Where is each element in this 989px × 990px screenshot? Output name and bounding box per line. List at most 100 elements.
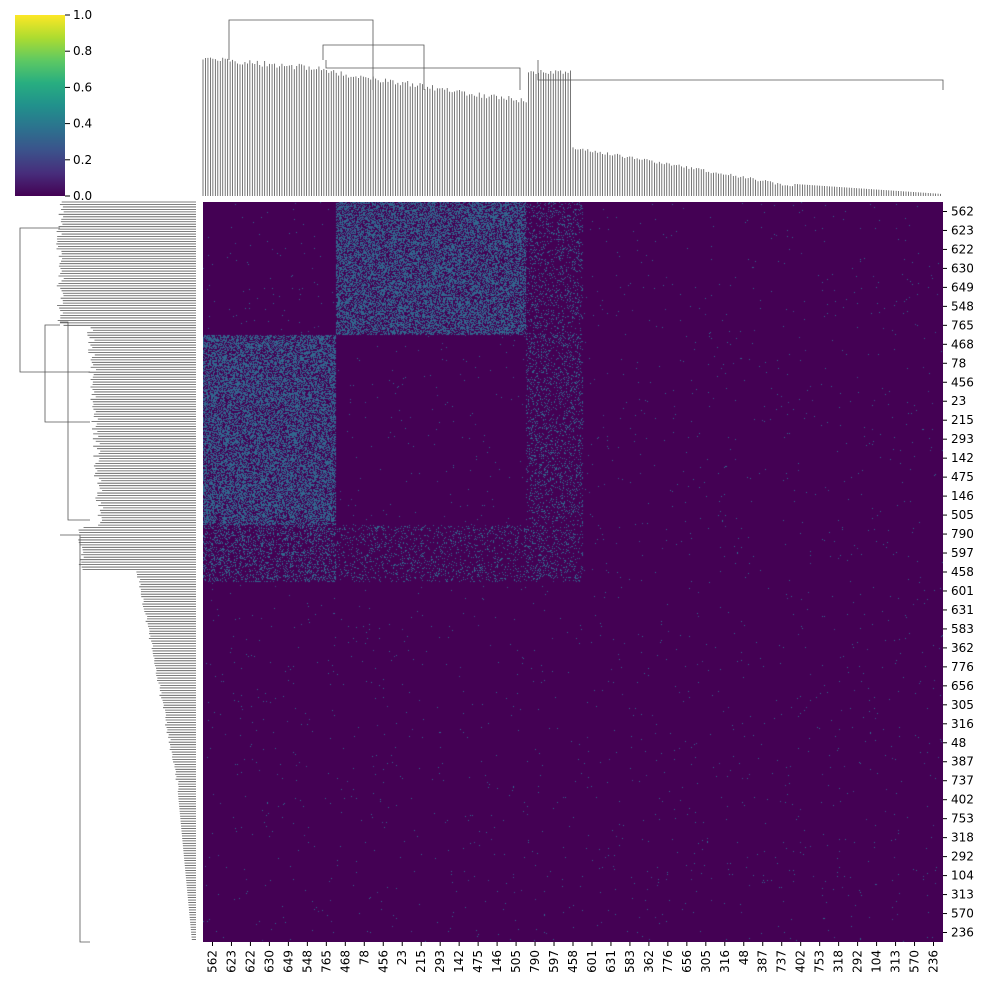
row-tick-label: 313 xyxy=(951,888,974,902)
row-tick-label: 362 xyxy=(951,641,974,655)
row-tick-label: 316 xyxy=(951,717,974,731)
row-tick-label: 753 xyxy=(951,812,974,826)
row-tick-label: 318 xyxy=(951,831,974,845)
col-tick-label: 649 xyxy=(281,950,295,973)
col-tick-label: 562 xyxy=(205,950,219,973)
heatmap-cells xyxy=(203,202,943,942)
row-tick-label: 548 xyxy=(951,299,974,313)
col-tick-label: 458 xyxy=(566,950,580,973)
dendrogram-merge-link xyxy=(322,44,425,90)
row-tick-label: 104 xyxy=(951,869,974,883)
row-tick-label: 622 xyxy=(951,242,974,256)
row-tick-label: 649 xyxy=(951,280,974,294)
col-tick-label: 215 xyxy=(414,950,428,973)
dendrogram-merge-link xyxy=(60,321,90,521)
col-tick-label: 236 xyxy=(927,950,941,973)
col-tick-label: 456 xyxy=(376,950,390,973)
col-tick-label: 475 xyxy=(471,950,485,973)
col-tick-label: 631 xyxy=(604,950,618,973)
row-tick-label: 456 xyxy=(951,375,974,389)
row-tick-label: 48 xyxy=(951,736,966,750)
col-tick-label: 313 xyxy=(889,950,903,973)
row-tick-label: 23 xyxy=(951,394,966,408)
col-tick-label: 548 xyxy=(300,950,314,973)
row-tick-label: 765 xyxy=(951,318,974,332)
col-tick-label: 656 xyxy=(680,950,694,973)
dendrogram-merge-link xyxy=(325,60,521,90)
column-tick-labels: 562 623 622 630 649 548 765 468 78 456 23 215 293 142… xyxy=(205,942,941,973)
colorbar: 0.0 0.2 0.4 0.6 0.8 1.0 xyxy=(15,8,92,203)
row-dendrogram xyxy=(19,201,196,943)
col-tick-label: 402 xyxy=(794,950,808,973)
colorbar-tick-label: 0.6 xyxy=(73,80,92,94)
col-tick-label: 622 xyxy=(243,950,257,973)
colorbar-tick-label: 0.8 xyxy=(73,44,92,58)
row-tick-label: 387 xyxy=(951,755,974,769)
col-tick-label: 23 xyxy=(395,950,409,965)
col-tick-label: 293 xyxy=(433,950,447,973)
col-tick-label: 737 xyxy=(775,950,789,973)
col-tick-label: 292 xyxy=(851,950,865,973)
row-tick-label: 656 xyxy=(951,679,974,693)
colorbar-tick-label: 0.2 xyxy=(73,153,92,167)
row-tick-label: 292 xyxy=(951,850,974,864)
heatmap xyxy=(203,202,943,942)
col-tick-label: 776 xyxy=(661,950,675,973)
row-tick-label: 468 xyxy=(951,337,974,351)
row-tick-label: 601 xyxy=(951,584,974,598)
row-tick-label: 305 xyxy=(951,698,974,712)
row-tick-label: 458 xyxy=(951,565,974,579)
column-dendrogram xyxy=(202,19,944,196)
col-tick-label: 630 xyxy=(262,950,276,973)
col-tick-label: 583 xyxy=(623,950,637,973)
row-tick-label: 505 xyxy=(951,508,974,522)
row-tick-label: 597 xyxy=(951,546,974,560)
col-tick-label: 48 xyxy=(737,950,751,965)
dendrogram-merge-link xyxy=(44,324,90,423)
row-tick-label: 78 xyxy=(951,356,966,370)
col-tick-label: 468 xyxy=(338,950,352,973)
colorbar-tick-label: 1.0 xyxy=(73,8,92,22)
row-tick-label: 737 xyxy=(951,774,974,788)
row-tick-label: 562 xyxy=(951,204,974,218)
row-tick-label: 215 xyxy=(951,413,974,427)
col-tick-label: 601 xyxy=(585,950,599,973)
row-tick-label: 790 xyxy=(951,527,974,541)
row-tick-label: 631 xyxy=(951,603,974,617)
row-tick-label: 630 xyxy=(951,261,974,275)
col-tick-label: 623 xyxy=(224,950,238,973)
colorbar-tick-label: 0.0 xyxy=(73,189,92,203)
row-tick-label: 236 xyxy=(951,926,974,940)
row-tick-label: 583 xyxy=(951,622,974,636)
col-tick-label: 78 xyxy=(357,950,371,965)
col-tick-label: 505 xyxy=(509,950,523,973)
col-tick-label: 765 xyxy=(319,950,333,973)
row-tick-label: 142 xyxy=(951,451,974,465)
colorbar-ticks: 0.0 0.2 0.4 0.6 0.8 1.0 xyxy=(65,8,92,203)
col-tick-label: 387 xyxy=(756,950,770,973)
col-tick-label: 790 xyxy=(528,950,542,973)
row-tick-label: 402 xyxy=(951,793,974,807)
heatmap-canvas-holder xyxy=(203,202,943,942)
colorbar-tick-label: 0.4 xyxy=(73,117,92,131)
col-tick-label: 362 xyxy=(642,950,656,973)
col-tick-label: 104 xyxy=(870,950,884,973)
col-tick-label: 142 xyxy=(452,950,466,973)
row-tick-label: 146 xyxy=(951,489,974,503)
col-tick-label: 753 xyxy=(813,950,827,973)
dendrogram-merge-link xyxy=(19,227,90,373)
row-tick-label: 623 xyxy=(951,223,974,237)
col-tick-label: 597 xyxy=(547,950,561,973)
row-tick-labels: 562 623 622 630 649 548 765 468 78 456 23 215 293 142… xyxy=(943,204,974,940)
col-tick-label: 570 xyxy=(908,950,922,973)
col-tick-label: 146 xyxy=(490,950,504,973)
row-tick-label: 475 xyxy=(951,470,974,484)
row-tick-label: 293 xyxy=(951,432,974,446)
col-tick-label: 316 xyxy=(718,950,732,973)
row-tick-label: 776 xyxy=(951,660,974,674)
col-tick-label: 318 xyxy=(832,950,846,973)
row-tick-label: 570 xyxy=(951,907,974,921)
colorbar-rect xyxy=(15,15,65,196)
dendrogram-merge-link xyxy=(228,19,374,90)
